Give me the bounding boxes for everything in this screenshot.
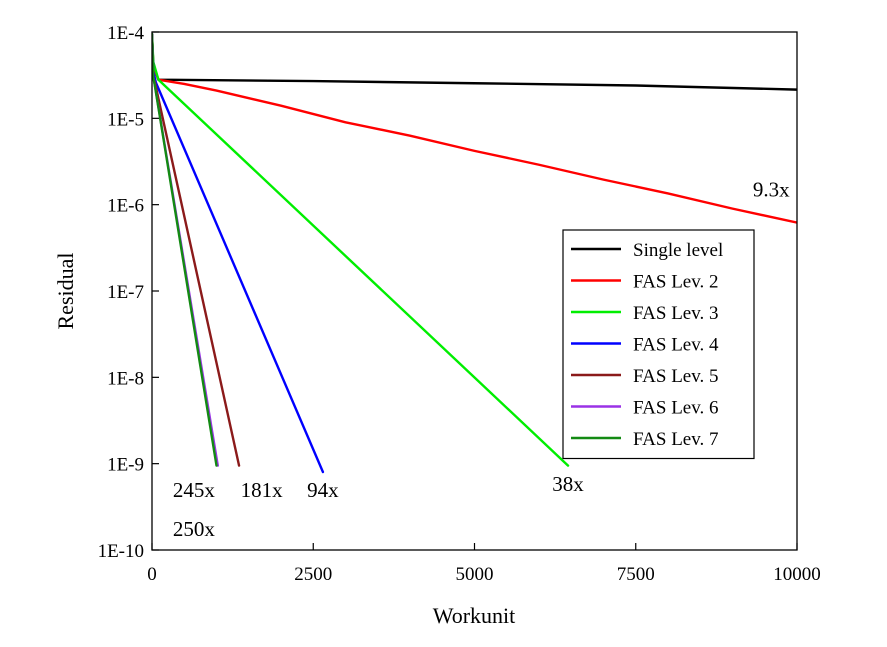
- x-tick-label: 2500: [294, 564, 332, 585]
- speedup-label: 94x: [307, 478, 339, 502]
- legend-label: Single level: [633, 240, 723, 261]
- series-line-3: [152, 32, 570, 467]
- y-tick-label: 1E-9: [107, 455, 144, 476]
- speedup-label: 9.3x: [753, 177, 790, 201]
- y-tick-label: 1E-7: [107, 282, 144, 303]
- series-line-2: [152, 32, 797, 224]
- series-line-5: [152, 32, 241, 467]
- x-tick-label: 10000: [773, 564, 821, 585]
- series-line-4: [152, 32, 325, 474]
- y-axis-title: Residual: [53, 253, 78, 330]
- x-axis-title: Workunit: [433, 603, 516, 628]
- y-tick-label: 1E-8: [107, 368, 144, 389]
- x-tick-label: 0: [147, 564, 157, 585]
- legend: Single level FAS Lev. 2 FAS Lev. 3 FAS Lev.…: [562, 229, 755, 460]
- x-tick-label: 7500: [617, 564, 655, 585]
- series-line-1: [152, 32, 797, 91]
- y-tick-label: 1E-5: [107, 109, 144, 130]
- speedup-label: 181x: [241, 478, 284, 502]
- y-tick-label: 1E-6: [107, 196, 144, 217]
- legend-label: FAS Lev. 2: [633, 272, 719, 293]
- y-axis: 1E-10 1E-9 1E-8 1E-7 1E-6 1E-5 1E-4: [98, 23, 159, 562]
- y-tick-label: 1E-4: [107, 23, 144, 44]
- legend-label: FAS Lev. 4: [633, 335, 719, 356]
- legend-label: FAS Lev. 6: [633, 398, 719, 419]
- legend-label: FAS Lev. 3: [633, 303, 719, 324]
- speedup-label: 250x: [173, 517, 216, 541]
- x-axis: 0 2500 5000 7500 10000: [147, 543, 821, 585]
- speedup-label: 245x: [173, 478, 216, 502]
- y-tick-label: 1E-10: [98, 541, 144, 562]
- legend-label: FAS Lev. 5: [633, 366, 719, 387]
- speedup-label: 38x: [552, 472, 584, 496]
- x-tick-label: 5000: [456, 564, 494, 585]
- annotation-layer: 9.3x 38x 94x 181x 245x 250x: [173, 177, 790, 541]
- legend-label: FAS Lev. 7: [633, 429, 719, 450]
